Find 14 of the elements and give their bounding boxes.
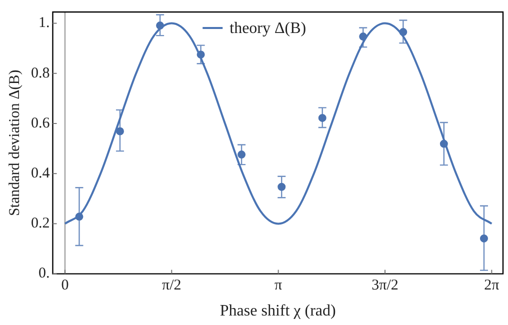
x-tick-label: 3π/2 [372,278,398,294]
x-tick-label: π/2 [162,278,182,294]
x-axis-title: Phase shift χ (rad) [220,302,336,320]
x-tick-label: π [274,278,283,294]
x-tick-label: 0 [61,278,69,294]
y-tick-label: 0.4 [31,166,50,182]
y-axis-title: Standard deviation Δ(B) [6,70,23,216]
y-tick-label: 0. [38,266,50,282]
y-tick-label: 0.2 [31,216,50,232]
legend-label: theory Δ(B) [230,20,306,38]
y-tick-label: 0.8 [31,65,50,82]
y-tick-label: 1. [38,15,50,32]
y-tick-label: 0.6 [31,115,50,132]
x-tick-label: 2π [484,278,500,294]
